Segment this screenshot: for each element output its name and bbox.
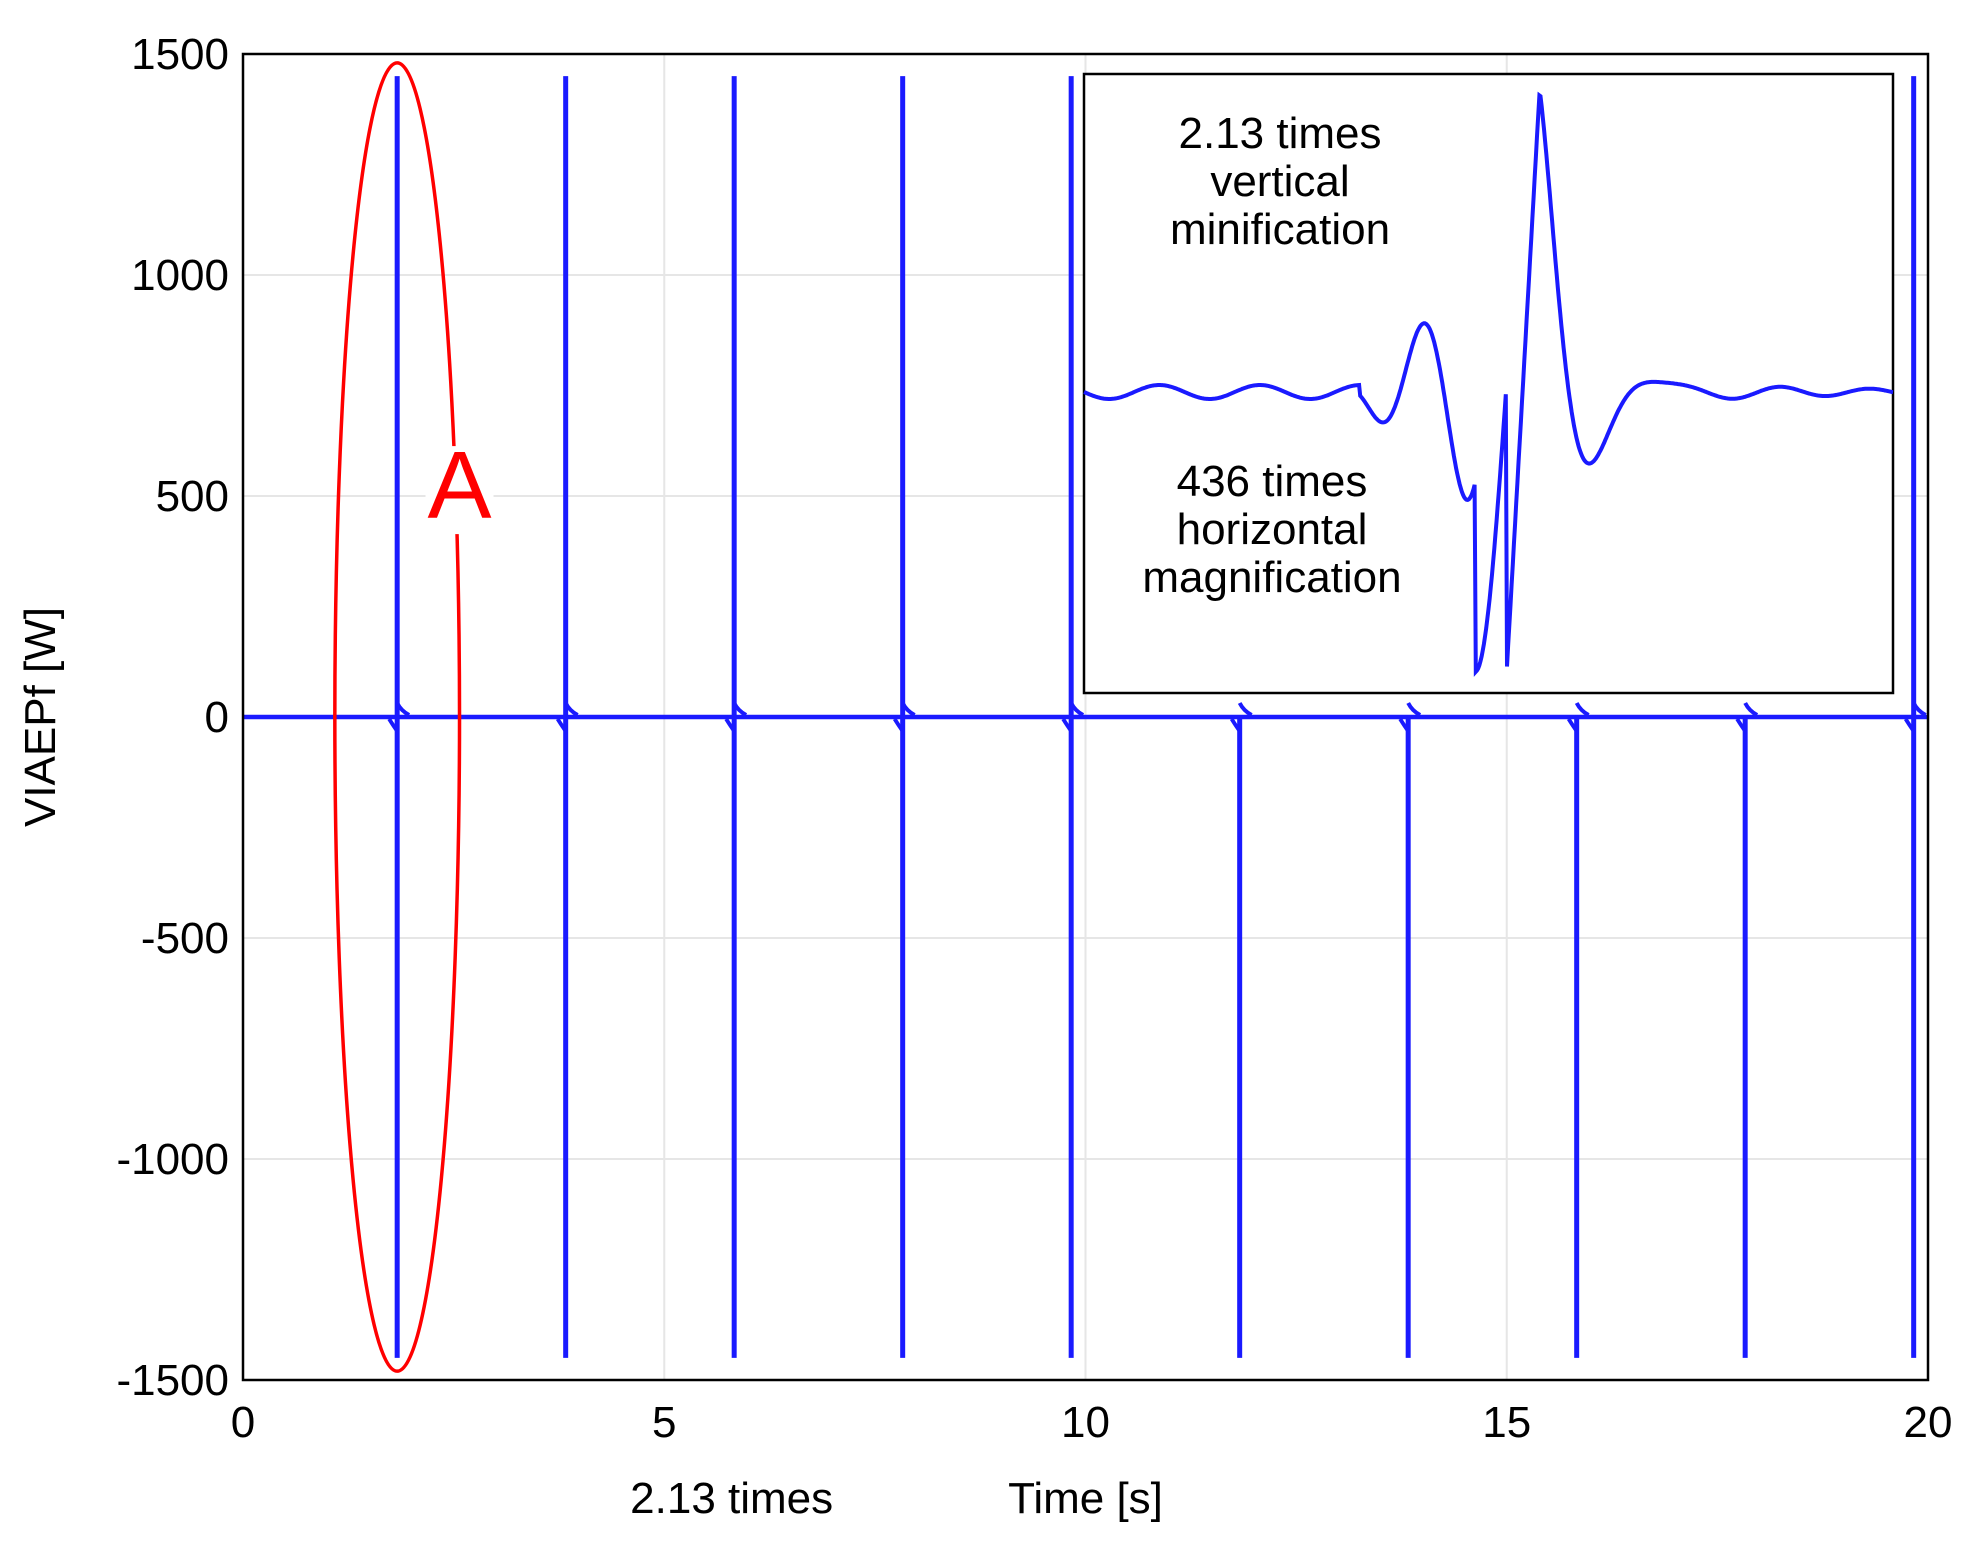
highlight-group: A (333, 61, 494, 1373)
series-spike-blip (1903, 702, 1927, 733)
y-tick-label: 500 (156, 472, 229, 521)
x-tick-label: 20 (1904, 1398, 1953, 1447)
series-spike-blip (892, 702, 916, 733)
axes-frame (241, 52, 1930, 1382)
bottom-note: 2.13 times (630, 1474, 833, 1523)
tick-labels: 0 5 10 15 20 1500 1000 500 0 -500 -1000 -1500 (116, 30, 1952, 1447)
highlight-label-background (425, 446, 494, 535)
y-tick-label: 1000 (131, 251, 229, 300)
x-tick-label: 10 (1061, 1398, 1110, 1447)
y-tick-label: -500 (141, 914, 229, 963)
inset-text-bottom-line: magnification (1142, 553, 1401, 602)
y-tick-label: -1000 (116, 1135, 229, 1184)
series-spike-blip (724, 702, 748, 733)
inset-text-top-line: vertical (1210, 157, 1349, 206)
inset-text-bottom-line: horizontal (1177, 505, 1368, 554)
y-tick-label: 0 (205, 693, 229, 742)
series-spike-blip (1229, 702, 1253, 733)
x-tick-label: 15 (1482, 1398, 1531, 1447)
y-tick-label: -1500 (116, 1356, 229, 1405)
inset-text-bottom-line: 436 times (1177, 457, 1368, 506)
series-group (243, 76, 1928, 1358)
series-spike-blip (1735, 702, 1759, 733)
inset-text-top-line: 2.13 times (1179, 109, 1382, 158)
x-tick-label: 0 (231, 1398, 255, 1447)
highlight-ellipse (333, 61, 462, 1373)
series-spike-blip (1061, 702, 1085, 733)
series-spike-blip (1566, 702, 1590, 733)
y-axis-label: VIAEPf [W] (16, 607, 65, 827)
highlight-label: A (428, 432, 492, 539)
x-tick-label: 5 (652, 1398, 676, 1447)
inset-frame (1082, 72, 1895, 695)
inset-waveform (1083, 91, 1894, 677)
inset-text-top-line: minification (1170, 205, 1390, 254)
series-spike-blip (555, 702, 579, 733)
y-tick-label: 1500 (131, 30, 229, 79)
x-axis-label: Time [s] (1008, 1474, 1163, 1523)
series-spike-blip (387, 702, 411, 733)
series-spike-blip (1398, 702, 1422, 733)
